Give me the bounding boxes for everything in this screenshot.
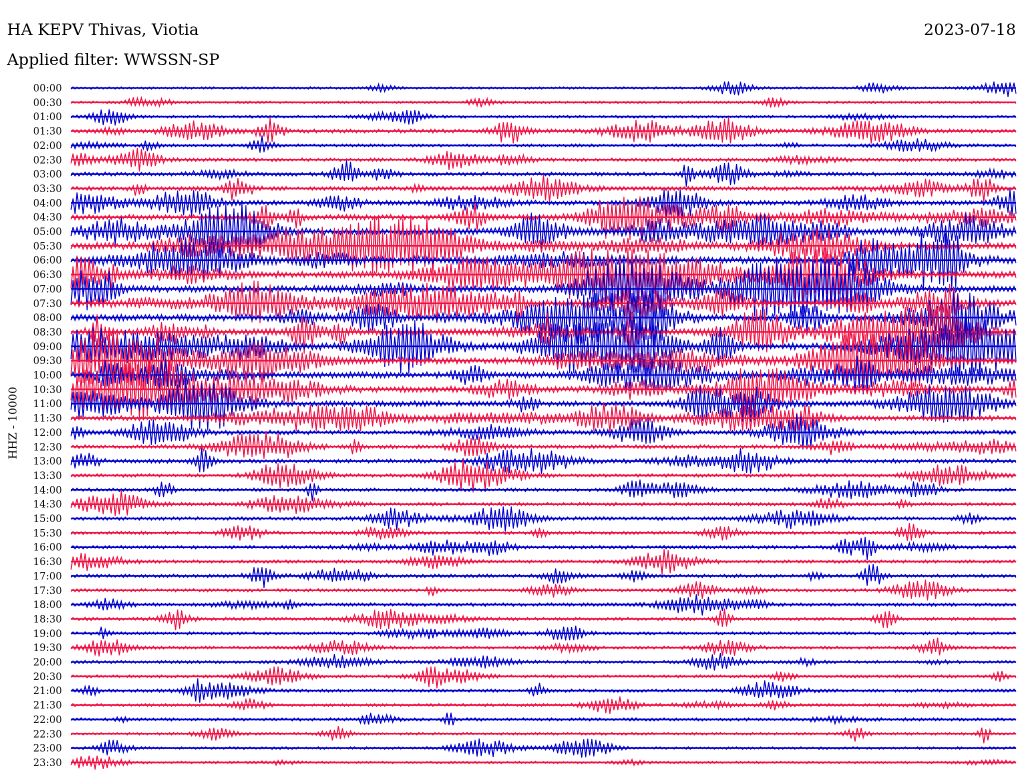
time-tick-label: 09:30: [33, 356, 62, 367]
time-tick-label: 03:30: [33, 184, 62, 195]
time-tick-label: 10:30: [33, 385, 62, 396]
time-tick-label: 15:30: [33, 528, 62, 539]
time-tick-label: 04:30: [33, 213, 62, 224]
date-label: 2023-07-18: [923, 20, 1016, 39]
time-tick-label: 20:00: [33, 658, 62, 669]
trace-row-0000: [70, 81, 1017, 97]
time-tick-label: 14:30: [33, 500, 62, 511]
trace-row-1600: [70, 536, 1017, 560]
time-tick-label: 00:30: [33, 98, 62, 109]
time-tick-label: 06:30: [33, 270, 62, 281]
trace-row-2230: [70, 726, 1017, 744]
time-tick-label: 07:00: [33, 284, 62, 295]
time-tick-label: 03:00: [33, 170, 62, 181]
time-tick-label: 19:30: [33, 643, 62, 654]
time-tick-label: 22:00: [33, 715, 62, 726]
time-tick-label: 18:00: [33, 600, 62, 611]
time-tick-label: 17:30: [33, 586, 62, 597]
time-tick-label: 11:30: [33, 414, 62, 425]
time-tick-label: 07:30: [33, 299, 62, 310]
time-tick-label: 12:30: [33, 442, 62, 453]
time-tick-label: 01:30: [33, 127, 62, 138]
time-tick-label: 15:00: [33, 514, 62, 525]
trace-row-0630: [70, 247, 1017, 303]
trace-row-1200: [70, 413, 1017, 450]
time-tick-label: 10:00: [33, 371, 62, 382]
time-tick-label: 21:00: [33, 686, 62, 697]
time-tick-label: 11:00: [33, 399, 62, 410]
time-tick-label: 20:30: [33, 672, 62, 683]
trace-row-0430: [70, 196, 1017, 241]
time-tick-label: 04:00: [33, 198, 62, 209]
trace-group: [70, 81, 1017, 770]
filter-label: Applied filter: WWSSN-SP: [7, 50, 220, 69]
time-tick-label: 16:00: [33, 543, 62, 554]
time-tick-label: 09:00: [33, 342, 62, 353]
trace-row-0900: [70, 316, 1017, 377]
time-tick-label: 18:30: [33, 614, 62, 625]
time-tick-label: 13:30: [33, 471, 62, 482]
trace-row-0930: [70, 331, 1017, 390]
time-tick-label: 12:00: [33, 428, 62, 439]
time-tick-label: 22:30: [33, 729, 62, 740]
time-tick-label: 23:30: [33, 758, 62, 769]
trace-row-1430: [70, 489, 1017, 517]
time-tick-label: 23:00: [33, 744, 62, 755]
time-tick-labels: 00:00 00:30 01:00 01:30 02:00 02:30 03:00 03:30…: [33, 84, 62, 769]
trace-row-0200: [70, 135, 1017, 153]
station-title: HA KEPV Thivas, Viotia: [7, 20, 199, 39]
time-tick-label: 17:00: [33, 571, 62, 582]
time-tick-label: 02:00: [33, 141, 62, 152]
time-tick-label: 08:30: [33, 327, 62, 338]
time-tick-label: 05:30: [33, 241, 62, 252]
time-tick-label: 02:30: [33, 155, 62, 166]
time-tick-label: 16:30: [33, 557, 62, 568]
time-tick-label: 01:00: [33, 112, 62, 123]
time-tick-label: 06:00: [33, 256, 62, 267]
time-tick-label: 08:00: [33, 313, 62, 324]
trace-row-1000: [70, 355, 1017, 395]
time-tick-label: 14:00: [33, 485, 62, 496]
time-tick-label: 21:30: [33, 701, 62, 712]
time-tick-label: 00:00: [33, 84, 62, 95]
trace-row-2030: [70, 666, 1017, 689]
trace-row-1530: [70, 523, 1017, 541]
time-tick-label: 13:00: [33, 457, 62, 468]
time-tick-label: 05:00: [33, 227, 62, 238]
time-tick-label: 19:00: [33, 629, 62, 640]
trace-row-0130: [70, 117, 1017, 144]
